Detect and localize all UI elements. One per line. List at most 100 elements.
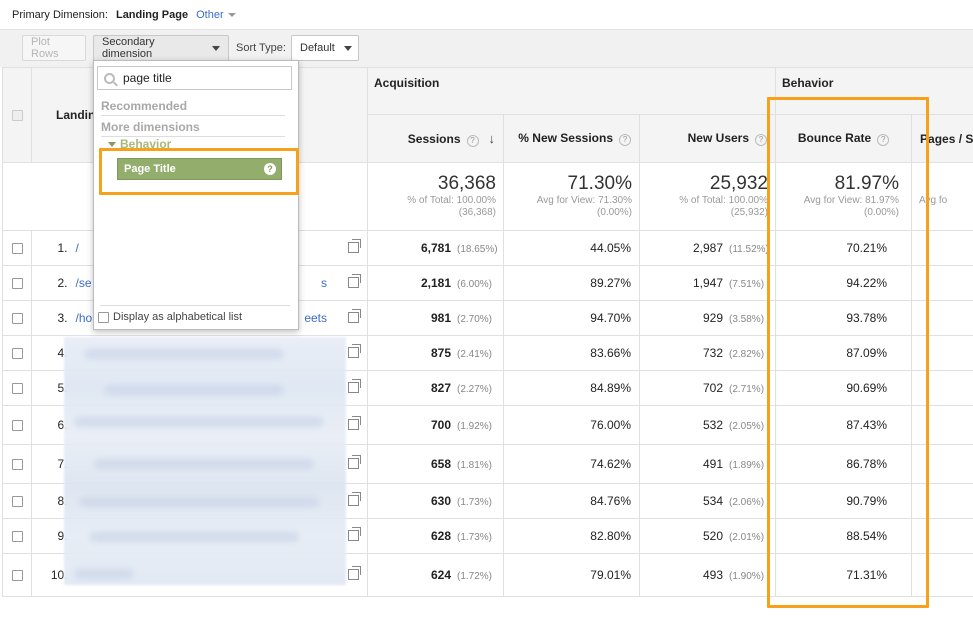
external-link-icon[interactable]: [348, 566, 361, 580]
sessions-percent: (1.73%): [457, 497, 493, 508]
new-sessions-header[interactable]: % New Sessions?: [503, 114, 640, 163]
help-icon[interactable]: ?: [264, 163, 276, 175]
pages-session-header-label: Pages / Session: [920, 131, 973, 146]
bounce-rate-cell: 87.09%: [775, 335, 913, 371]
row-checkbox[interactable]: [11, 243, 23, 255]
help-icon[interactable]: ?: [619, 134, 631, 146]
row-select-cell: [2, 405, 32, 445]
row-checkbox[interactable]: [11, 459, 23, 471]
summary-row: 36,368% of Total: 100.00% (36,368) 71.30%…: [2, 162, 973, 231]
row-checkbox[interactable]: [11, 383, 23, 395]
new-sessions-cell: 83.66%: [503, 335, 640, 371]
external-link-icon[interactable]: [348, 379, 361, 393]
new-sessions-cell: 79.01%: [503, 553, 640, 597]
help-icon[interactable]: ?: [877, 134, 890, 146]
landing-page-link[interactable]: /se: [75, 276, 92, 290]
summary-bounce-rate-line2: (0.00%): [864, 207, 900, 218]
row-checkbox[interactable]: [11, 496, 23, 508]
bounce-rate-cell: 93.78%: [775, 300, 913, 336]
landing-page-link-tail[interactable]: s: [321, 276, 327, 290]
bounce-rate-header[interactable]: Bounce Rate?: [775, 114, 913, 163]
sessions-percent: (1.81%): [457, 460, 493, 471]
pages-session-cell: [911, 483, 973, 519]
landing-page-link[interactable]: /ho: [75, 311, 93, 325]
new-users-value: 2,987: [692, 241, 724, 255]
summary-sessions-value: 36,368: [437, 173, 496, 194]
sessions-cell: 624 (1.72%): [367, 553, 504, 597]
row-checkbox[interactable]: [11, 420, 23, 432]
external-link-icon[interactable]: [348, 492, 361, 506]
row-checkbox[interactable]: [11, 348, 23, 360]
redacted-page-paths: [64, 337, 346, 585]
new-users-percent: (3.58%): [729, 314, 765, 325]
external-link-icon[interactable]: [348, 344, 361, 358]
dimension-search-input[interactable]: page title: [97, 66, 292, 90]
page-title-highlight-box: [99, 148, 299, 195]
external-link-icon[interactable]: [348, 274, 361, 288]
divider: [100, 305, 290, 306]
help-icon[interactable]: ?: [755, 134, 768, 146]
landing-page-link[interactable]: /: [75, 241, 79, 255]
redaction-streak: [94, 459, 314, 469]
sessions-percent: (1.73%): [457, 532, 493, 543]
sessions-value: 6,781: [420, 241, 451, 255]
external-link-icon[interactable]: [348, 416, 361, 430]
dimension-option-label: Page Title: [124, 163, 176, 175]
sessions-percent: (2.70%): [457, 314, 493, 325]
summary-new-sessions-line2: (0.00%): [596, 207, 632, 218]
summary-new-users: 25,932% of Total: 100.00% (25,932): [638, 162, 777, 231]
summary-new-sessions: 71.30% Avg for View: 71.30% (0.00%): [503, 162, 640, 231]
recommended-heading[interactable]: Recommended: [101, 99, 188, 113]
primary-dimension-label: Primary Dimension:: [12, 9, 108, 21]
row-checkbox[interactable]: [11, 531, 23, 543]
external-link-icon[interactable]: [348, 455, 361, 469]
external-link-icon[interactable]: [348, 309, 361, 323]
pages-session-header[interactable]: Pages / Session: [911, 114, 973, 163]
bounce-rate-cell: 88.54%: [775, 518, 913, 554]
behavior-group-header: Behavior: [775, 67, 973, 115]
row-checkbox[interactable]: [11, 278, 23, 290]
summary-pages-session-line1: Avg fo: [919, 195, 948, 206]
plot-rows-button[interactable]: Plot Rows: [22, 35, 86, 61]
row-index: 1.: [31, 230, 72, 266]
dimension-option-page-title[interactable]: Page Title ?: [117, 158, 282, 180]
secondary-dimension-button[interactable]: Secondary dimension: [93, 35, 229, 61]
alphabetical-checkbox[interactable]: [98, 311, 109, 323]
behavior-group[interactable]: Behavior: [108, 137, 171, 151]
sessions-value: 2,181: [420, 276, 451, 290]
sessions-percent: (6.00%): [457, 279, 493, 290]
primary-dimension-other[interactable]: Other: [196, 9, 236, 21]
landing-page-link-tail[interactable]: eets: [304, 311, 327, 325]
more-dimensions-heading[interactable]: More dimensions: [101, 120, 200, 134]
external-link-icon[interactable]: [348, 239, 361, 253]
other-label: Other: [196, 9, 224, 21]
alphabetical-option[interactable]: Display as alphabetical list: [98, 311, 242, 323]
summary-bounce-rate-value: 81.97%: [834, 173, 900, 194]
new-users-value: 1,947: [692, 276, 724, 290]
sessions-value: 658: [430, 457, 451, 471]
pages-session-cell: [911, 553, 973, 597]
new-users-header[interactable]: New Users?: [638, 114, 777, 163]
new-users-percent: (2.01%): [729, 532, 765, 543]
sort-type-label: Sort Type:: [236, 42, 286, 54]
help-icon[interactable]: ?: [466, 134, 479, 147]
primary-dimension-landing-page[interactable]: Landing Page: [115, 9, 189, 21]
sessions-value: 827: [430, 381, 451, 395]
row-checkbox[interactable]: [11, 570, 23, 582]
divider: [101, 115, 285, 116]
external-link-icon[interactable]: [348, 527, 361, 541]
summary-new-users-line2: (25,932): [730, 207, 769, 218]
summary-sessions-line1: % of Total: 100.00%: [407, 195, 496, 206]
sessions-header[interactable]: Sessions? ↓: [367, 114, 504, 163]
table-toolbar: Plot Rows Secondary dimension Sort Type:…: [0, 29, 973, 67]
sessions-value: 981: [430, 311, 451, 325]
new-sessions-cell: 44.05%: [503, 230, 640, 266]
new-users-value: 929: [702, 311, 724, 325]
select-all-checkbox[interactable]: [11, 110, 23, 122]
new-users-header-label: New Users: [687, 131, 750, 145]
sort-type-select[interactable]: Default: [291, 35, 359, 61]
row-checkbox[interactable]: [11, 313, 23, 325]
new-sessions-cell: 89.27%: [503, 265, 640, 301]
new-sessions-cell: 82.80%: [503, 518, 640, 554]
summary-new-users-value: 25,932: [709, 173, 769, 194]
